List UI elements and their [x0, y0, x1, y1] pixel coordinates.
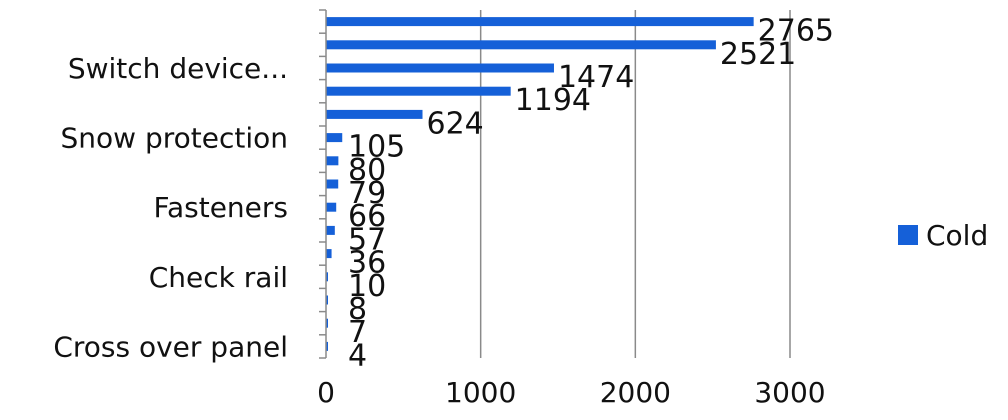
data-label: 10: [348, 269, 386, 304]
category-label: Check rail: [149, 261, 288, 294]
bar: [326, 133, 343, 143]
x-axis: 0 1000 2000 3000: [317, 9, 826, 409]
data-label: 7: [348, 315, 367, 350]
category-label: Cross over panel: [53, 330, 288, 363]
data-label: 79: [348, 176, 386, 211]
bar: [326, 40, 716, 50]
bar: [326, 318, 328, 328]
category-label: Snow protection: [61, 122, 289, 155]
bar: [326, 341, 328, 351]
data-label: 36: [348, 246, 386, 281]
x-tick-label: 2000: [600, 376, 671, 409]
bar: [326, 63, 554, 73]
data-label: 8: [348, 292, 367, 327]
data-label: 2521: [720, 37, 796, 72]
bar: [326, 272, 328, 282]
legend-label: Cold: [926, 219, 988, 252]
data-label: 80: [348, 153, 386, 188]
bar: [326, 156, 339, 166]
data-label: 2765: [758, 14, 834, 49]
data-label: 1194: [515, 83, 591, 118]
data-label: 1474: [558, 60, 634, 95]
bar: [326, 225, 335, 235]
category-label: Fasteners: [153, 191, 288, 224]
bar: [326, 179, 339, 189]
data-label: 4: [348, 338, 367, 373]
bars: [326, 17, 754, 351]
bar: [326, 295, 328, 305]
x-tick-label: 0: [317, 376, 335, 409]
legend-swatch: [898, 225, 918, 245]
x-tick-label: 3000: [754, 376, 825, 409]
category-labels: Switch device... Snow protection Fasteners…: [53, 52, 288, 363]
category-label: Switch device...: [68, 52, 288, 85]
x-tick-label: 1000: [445, 376, 516, 409]
data-label: 57: [348, 222, 386, 257]
bar: [326, 202, 337, 212]
bar: [326, 249, 332, 259]
data-label: 624: [427, 106, 484, 141]
bar: [326, 86, 511, 96]
legend: Cold: [898, 219, 988, 252]
data-label: 105: [348, 130, 405, 165]
data-label: 66: [348, 199, 386, 234]
bar: [326, 17, 754, 27]
bar: [326, 109, 423, 119]
